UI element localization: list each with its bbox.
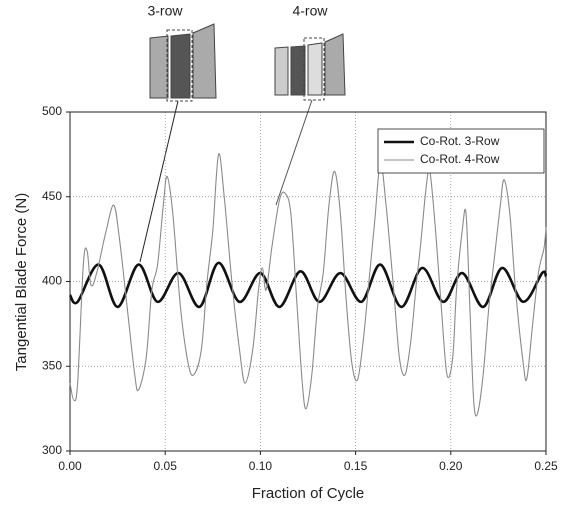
- y-axis-label: Tangential Blade Force (N): [13, 193, 30, 371]
- plot-frame: [69, 111, 547, 452]
- y-tick-label: 450: [42, 189, 62, 203]
- annotation-arrow: [275, 99, 313, 206]
- annotation: 3-row: [147, 3, 183, 19]
- annotation: 4-row: [292, 3, 328, 19]
- data-line: [68, 261, 548, 309]
- legend-box: [377, 128, 545, 174]
- y-tick-label: 300: [42, 443, 62, 457]
- x-tick-label: 0.00: [58, 459, 82, 473]
- x-tick-label: 0.15: [344, 459, 368, 473]
- x-tick-label: 0.25: [534, 459, 558, 473]
- y-tick-label: 500: [42, 104, 62, 118]
- legend-label: Co-Rot. 3-Row: [420, 134, 500, 148]
- data-line: [69, 153, 547, 417]
- x-tick-label: 0.05: [154, 459, 178, 473]
- y-tick-label: 400: [42, 274, 62, 288]
- legend-label: Co-Rot. 4-Row: [420, 152, 500, 166]
- x-tick-label: 0.20: [439, 459, 463, 473]
- blade-diagram-4row: [274, 33, 346, 101]
- y-tick-label: 350: [42, 358, 62, 372]
- blade-diagram-3row: [149, 23, 217, 102]
- annotation-arrow: [139, 100, 179, 263]
- x-tick-label: 0.10: [249, 459, 273, 473]
- plot-area: 300 350 400 450 500 0.00 0.05 0.10 0.15 0.20 0.25 C…: [42, 104, 558, 473]
- x-axis-label: Fraction of Cycle: [252, 485, 365, 502]
